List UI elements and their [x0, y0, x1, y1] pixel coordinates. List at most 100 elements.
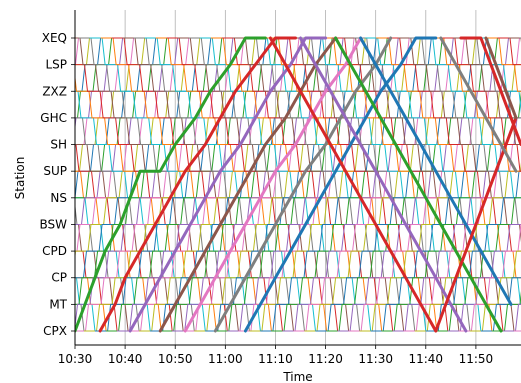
- train-line: [475, 37, 521, 114]
- station-label: SUP: [43, 164, 67, 178]
- train-series-line: [128, 36, 328, 333]
- train-line: [75, 144, 185, 332]
- train-series-line: [75, 36, 267, 333]
- train-line: [365, 37, 521, 305]
- train-line: [0, 38, 75, 331]
- train-line: [188, 37, 373, 332]
- x-tick-label: 11:10: [258, 352, 293, 366]
- train-line: [75, 90, 218, 332]
- train-line: [75, 37, 202, 252]
- train-line: [403, 144, 521, 332]
- train-series-line: [439, 36, 518, 173]
- train-line: [387, 37, 521, 252]
- train-line: [359, 64, 521, 332]
- train-line: [75, 117, 207, 332]
- x-axis-label: Time: [282, 370, 312, 383]
- train-line: [75, 250, 130, 332]
- train-line: [469, 250, 521, 332]
- train-line: [75, 37, 147, 145]
- train-line: [480, 277, 521, 332]
- train-line: [232, 37, 417, 332]
- station-label: BSW: [39, 217, 67, 231]
- train-series-line: [484, 36, 518, 120]
- station-label: NS: [50, 191, 67, 205]
- train-line: [75, 37, 158, 172]
- station-label: XEQ: [42, 31, 67, 45]
- train-line: [464, 37, 521, 119]
- train-line: [75, 37, 257, 332]
- train-series-line: [299, 36, 468, 333]
- train-series-line: [459, 36, 521, 146]
- x-tick-label: 10:40: [108, 352, 143, 366]
- train-line: [431, 37, 521, 172]
- station-label: CP: [51, 271, 67, 285]
- train-line: [221, 37, 406, 332]
- train-line: [508, 37, 521, 43]
- train-series-line: [268, 36, 438, 333]
- train-series-line: [243, 36, 438, 333]
- train-series-line: [98, 36, 297, 333]
- train-line: [117, 37, 301, 332]
- train-line: [442, 37, 521, 172]
- train-series-line: [434, 116, 518, 333]
- station-label: SH: [50, 138, 67, 152]
- highlighted-train-lines: [75, 36, 521, 333]
- train-line: [155, 37, 340, 332]
- train-line: [227, 37, 411, 332]
- axes: [74, 10, 521, 346]
- train-line: [277, 37, 461, 332]
- train-line: [75, 64, 240, 332]
- train-line: [75, 277, 108, 332]
- train-line: [447, 224, 521, 332]
- train-line: [486, 37, 521, 92]
- train-line: [75, 37, 224, 279]
- train-series-line: [359, 36, 513, 306]
- train-line: [95, 37, 279, 332]
- train-line: [420, 37, 521, 199]
- x-tick-label: 11:20: [308, 352, 343, 366]
- train-line: [343, 37, 521, 332]
- x-tick-label: 11:00: [208, 352, 243, 366]
- train-line: [75, 37, 235, 305]
- train-line: [106, 37, 290, 332]
- train-line: [0, 38, 64, 331]
- train-line: [376, 37, 521, 279]
- train-line: [78, 37, 262, 332]
- train-line: [0, 38, 58, 331]
- train-line: [75, 37, 136, 132]
- train-line: [304, 37, 488, 332]
- train-line: [75, 202, 152, 332]
- train-line: [0, 38, 69, 331]
- train-line: [75, 37, 180, 199]
- train-line: [100, 37, 284, 332]
- train-line: [458, 224, 521, 332]
- train-line: [75, 37, 251, 332]
- train-line: [315, 37, 499, 332]
- x-tick-label: 10:50: [158, 352, 193, 366]
- train-line: [89, 37, 273, 332]
- ticks: 10:30 10:40 10:50 11:00 11:10 11:20 11:30 11:40…: [39, 31, 493, 366]
- station-label: CPD: [42, 244, 67, 258]
- train-line: [161, 37, 345, 332]
- train-line: [75, 37, 213, 260]
- train-line: [293, 37, 477, 332]
- train-line: [453, 37, 521, 145]
- train-line: [75, 37, 114, 92]
- train-line: [310, 37, 494, 332]
- train-line: [133, 37, 317, 332]
- train-line: [111, 37, 295, 332]
- train-line: [144, 37, 329, 332]
- train-line: [409, 37, 521, 225]
- x-tick-label: 11:50: [459, 352, 494, 366]
- train-line: [265, 37, 450, 332]
- train-line: [288, 37, 472, 332]
- train-line: [199, 37, 384, 332]
- train-line: [75, 224, 141, 332]
- train-line: [271, 37, 455, 332]
- train-line: [392, 117, 521, 332]
- train-line: [210, 37, 395, 332]
- train-line: [75, 144, 196, 332]
- train-line: [216, 37, 400, 332]
- train-line: [194, 37, 378, 332]
- train-line: [348, 37, 521, 332]
